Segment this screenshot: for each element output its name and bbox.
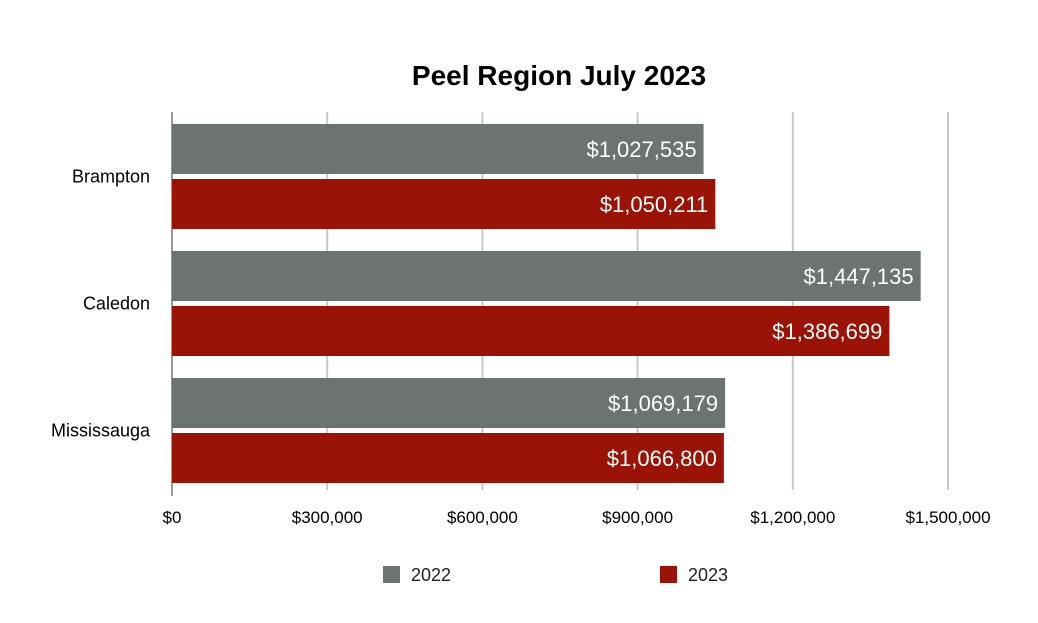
data-labels: $1,027,535 $1,050,211 $1,447,135 $1,386,699…: [586, 137, 913, 471]
chart-title: Peel Region July 2023: [412, 60, 706, 91]
legend-label-2023: 2023: [688, 565, 728, 585]
bar-2022-brampton: [172, 124, 704, 174]
x-tick-label: $1,200,000: [750, 508, 835, 527]
data-label: $1,447,135: [804, 264, 914, 289]
x-tick-label: $0: [163, 508, 182, 527]
bars: [172, 124, 921, 483]
data-label: $1,386,699: [772, 319, 882, 344]
category-label: Caledon: [83, 294, 150, 314]
legend-swatch-2022: [383, 566, 400, 583]
x-axis-tick-labels: $0 $300,000 $600,000 $900,000 $1,200,000 $1,5…: [163, 508, 991, 527]
data-label: $1,069,179: [608, 391, 718, 416]
category-label: Mississauga: [51, 421, 151, 441]
category-labels: Brampton Caledon Mississauga: [51, 167, 151, 441]
category-label: Brampton: [72, 167, 150, 187]
legend-swatch-2023: [660, 566, 677, 583]
x-tick-label: $900,000: [602, 508, 673, 527]
x-tick-label: $300,000: [292, 508, 363, 527]
data-label: $1,050,211: [600, 192, 708, 217]
data-label: $1,066,800: [607, 446, 717, 471]
bar-2022-caledon: [172, 251, 921, 301]
bar-2022-mississauga: [172, 378, 726, 428]
bar-2023-brampton: [172, 179, 716, 229]
bar-2023-caledon: [172, 306, 890, 356]
x-tick-label: $1,500,000: [905, 508, 990, 527]
bar-2023-mississauga: [172, 433, 724, 483]
legend-label-2022: 2022: [411, 565, 451, 585]
legend: 2022 2023: [383, 565, 728, 585]
x-tick-label: $600,000: [447, 508, 518, 527]
data-label: $1,027,535: [586, 137, 696, 162]
